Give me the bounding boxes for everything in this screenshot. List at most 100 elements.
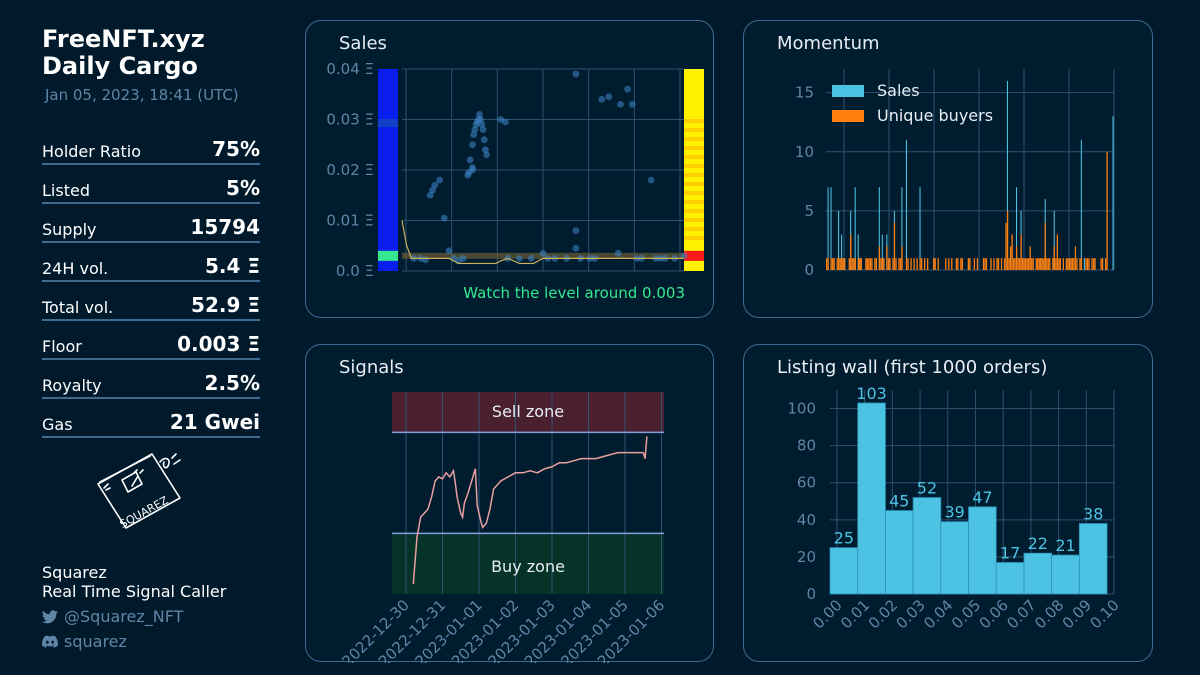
sales-right-scale-band xyxy=(684,137,704,141)
momentum-buyers-bar xyxy=(857,258,859,270)
momentum-buyers-bar xyxy=(1006,210,1009,270)
sales-point xyxy=(426,191,434,199)
stat-supply: Supply 15794 xyxy=(42,206,260,243)
sales-y-tick: 0.04 Ξ xyxy=(326,60,374,78)
momentum-buyers-bar xyxy=(827,258,829,270)
momentum-buyers-bar xyxy=(1076,258,1078,270)
momentum-sales-bar xyxy=(1083,258,1085,270)
momentum-buyers-bar xyxy=(1041,258,1043,270)
stat-value: 21 Gwei xyxy=(169,410,260,434)
momentum-buyers-bar xyxy=(839,258,841,270)
momentum-buyers-bar xyxy=(907,258,909,270)
logo-lettering: SQUAREZ xyxy=(118,493,171,530)
stat-royalty: Royalty 2.5% xyxy=(42,362,260,399)
momentum-buyers-bar xyxy=(1031,258,1033,270)
momentum-buyers-bar xyxy=(883,258,885,270)
listing-x-tick: 0.04 xyxy=(920,596,956,632)
listing-bar-label: 47 xyxy=(972,488,992,507)
momentum-buyers-bar xyxy=(848,258,850,270)
sales-right-scale-band xyxy=(684,200,704,204)
stat-floor: Floor 0.003 Ξ xyxy=(42,323,260,360)
momentum-buyers-bar xyxy=(1046,258,1048,270)
listing-bar-label: 52 xyxy=(917,479,937,498)
listing-y-tick: 40 xyxy=(797,511,816,529)
momentum-sales-bar xyxy=(1080,139,1082,270)
momentum-sales-bar xyxy=(901,187,903,270)
momentum-title: Momentum xyxy=(777,33,880,54)
sales-panel: 0.0 Ξ 0.01 Ξ 0.02 Ξ 0.03 Ξ 0.04 Ξ Watch the l… xyxy=(305,20,714,318)
sales-point xyxy=(436,176,443,184)
momentum-buyers-bar xyxy=(1068,258,1071,270)
momentum-sales-bar xyxy=(881,234,883,270)
collection-title-line1: FreeNFT.xyz xyxy=(42,25,205,53)
twitter-handle-row[interactable]: @Squarez_NFT xyxy=(42,607,226,626)
momentum-buyers-bar xyxy=(1025,258,1027,270)
momentum-chart: 0 5 10 15 Sales Unique buyers xyxy=(795,69,1115,279)
momentum-buyers-bar xyxy=(865,258,867,270)
sales-title: Sales xyxy=(339,33,387,54)
stat-value: 5% xyxy=(226,176,260,200)
momentum-sales-bar xyxy=(827,187,829,270)
listing-y-tick: 0 xyxy=(806,585,816,603)
sales-point xyxy=(527,254,535,262)
discord-handle-row[interactable]: squarez xyxy=(42,632,226,651)
momentum-buyers-bar xyxy=(874,258,876,270)
momentum-buyers-bar xyxy=(955,258,957,270)
stat-label: Listed xyxy=(42,181,90,200)
stats-list: Holder Ratio 75% Listed 5% Supply 15794 24H… xyxy=(42,128,260,438)
momentum-buyers-bar xyxy=(898,258,900,270)
momentum-buyers-bar xyxy=(841,258,843,270)
listing-bar xyxy=(885,510,914,595)
listing-wall-chart: 0.000.010.020.030.040.050.060.070.080.09… xyxy=(787,384,1122,632)
momentum-buyers-bar xyxy=(1049,258,1051,270)
sales-point xyxy=(422,256,429,264)
momentum-legend-sales: Sales xyxy=(877,81,920,100)
momentum-buyers-bar xyxy=(842,258,844,270)
momentum-buyers-bar xyxy=(933,258,935,270)
momentum-buyers-bar xyxy=(997,258,1000,270)
sales-point xyxy=(440,214,448,222)
sales-point xyxy=(480,136,488,144)
sales-point xyxy=(459,254,467,262)
momentum-sales-bar xyxy=(830,187,832,270)
momentum-legend-swatch-sales xyxy=(832,85,864,97)
momentum-buyers-bar xyxy=(887,258,890,270)
listing-x-tick: 0.06 xyxy=(976,596,1012,632)
momentum-buyers-bar xyxy=(1070,258,1072,270)
momentum-buyers-bar xyxy=(945,258,947,270)
momentum-buyers-bar xyxy=(919,258,921,270)
sales-point xyxy=(431,181,439,189)
stat-label: Royalty xyxy=(42,376,102,395)
momentum-buyers-bar xyxy=(951,258,953,270)
momentum-buyers-bar xyxy=(895,258,897,270)
momentum-buyers-bar xyxy=(1085,258,1087,270)
twitter-handle[interactable]: @Squarez_NFT xyxy=(64,607,184,626)
sales-point xyxy=(539,249,547,257)
momentum-buyers-bar xyxy=(996,258,998,270)
momentum-buyers-bar xyxy=(1035,258,1037,270)
signals-buy-label: Buy zone xyxy=(491,557,565,576)
sales-right-scale-band xyxy=(684,191,704,195)
momentum-buyers-bar xyxy=(881,258,884,270)
listing-x-tick: 0.05 xyxy=(948,596,984,632)
momentum-buyers-bar xyxy=(1029,246,1031,270)
momentum-buyers-bar xyxy=(1067,258,1069,270)
momentum-y-tick: 10 xyxy=(795,143,814,161)
stat-total-volume: Total vol. 52.9 Ξ xyxy=(42,284,260,321)
momentum-sales-bar xyxy=(878,187,880,270)
listing-bar-label: 38 xyxy=(1083,505,1103,524)
stat-value: 15794 xyxy=(190,215,260,239)
collection-title-line2: Daily Cargo xyxy=(42,52,198,80)
momentum-buyers-bar xyxy=(993,258,995,270)
sales-right-scale xyxy=(684,69,704,271)
signals-line xyxy=(412,436,648,584)
momentum-buyers-bar xyxy=(1065,258,1068,270)
sidebar: FreeNFT.xyz Daily Cargo Jan 05, 2023, 18… xyxy=(42,26,260,440)
signals-chart: 2022-12-302022-12-312023-01-012023-01-02… xyxy=(338,392,668,663)
discord-handle[interactable]: squarez xyxy=(64,632,127,651)
momentum-buyers-bar xyxy=(916,258,918,270)
listing-x-tick: 0.03 xyxy=(893,596,929,632)
sales-right-scale-band xyxy=(684,209,704,213)
listing-bar xyxy=(829,547,859,595)
momentum-buyers-bar xyxy=(982,258,985,270)
